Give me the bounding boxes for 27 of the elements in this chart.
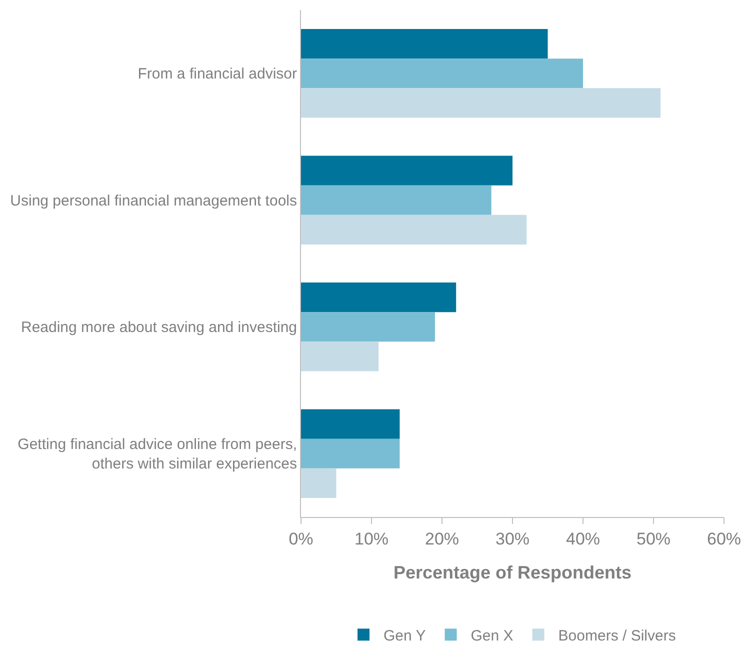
x-tick-label: 10% <box>354 529 389 548</box>
bar <box>301 214 527 244</box>
bar <box>301 185 492 215</box>
x-tick-label: 30% <box>495 529 530 548</box>
bar <box>301 58 583 88</box>
bar <box>301 156 512 186</box>
x-tick-label: 60% <box>706 529 742 548</box>
y-tick-label: Reading more about saving and investing <box>20 319 297 336</box>
bar <box>301 342 379 372</box>
bar <box>301 312 435 342</box>
bar <box>301 29 548 59</box>
bar <box>301 468 336 498</box>
x-tick-label: 40% <box>566 529 600 548</box>
bar <box>301 88 661 118</box>
x-axis-title: Percentage of Respondents <box>393 562 632 582</box>
x-tick-label: 0% <box>288 529 314 548</box>
x-tick-label: 20% <box>424 529 460 548</box>
y-tick-label: Using personal financial management tools <box>10 192 297 210</box>
legend-label: Boomers / Silvers <box>558 628 676 644</box>
y-tick-label: From a financial advisor <box>138 66 297 83</box>
x-tick-label: 50% <box>636 529 671 548</box>
bar <box>301 282 456 312</box>
legend-label: Gen X <box>470 628 514 644</box>
legend-label: Gen Y <box>384 628 426 644</box>
bar <box>301 438 400 468</box>
bar <box>301 409 400 439</box>
y-tick-label: Getting financial advice online from peers, others with similar experiences <box>18 436 297 473</box>
